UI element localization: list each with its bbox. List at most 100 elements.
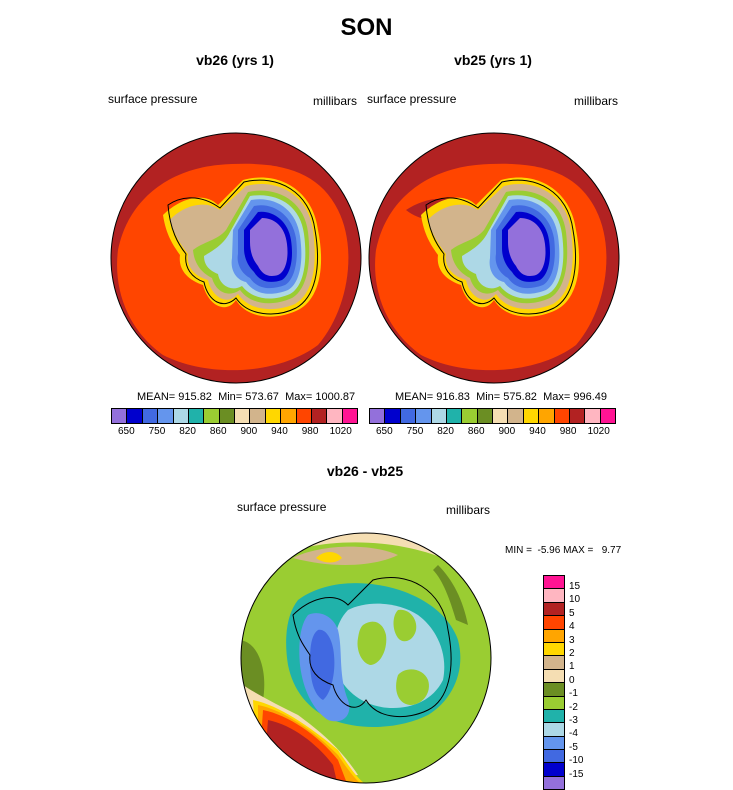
colorbar-tick-label: 1020: [329, 426, 352, 437]
colorbar-tick-label: 10: [569, 594, 581, 606]
diff-variable-label: surface pressure: [237, 500, 327, 514]
colorbar-swatch: [544, 576, 564, 590]
colorbar-swatch: [477, 409, 493, 423]
colorbar-tick-label: 980: [559, 426, 577, 437]
colorbar-swatch: [554, 409, 570, 423]
panel1-variable-label: surface pressure: [108, 92, 198, 106]
figure-title: SON: [340, 14, 393, 41]
diff-polar-map: [240, 532, 492, 784]
colorbar-tick-label: 2: [569, 648, 575, 659]
colorbar-swatch: [173, 409, 189, 423]
colorbar-tick-label: 940: [529, 426, 546, 437]
panel2-stats: MEAN= 916.83 Min= 575.82 Max= 996.49: [395, 391, 607, 403]
colorbar-tick-label: 1020: [587, 426, 610, 437]
colorbar-swatch: [544, 656, 564, 670]
colorbar-tick-label: 4: [569, 621, 575, 633]
colorbar-tick-label: 1: [569, 661, 575, 673]
colorbar-swatch: [400, 409, 417, 423]
colorbar-tick-label: -1: [569, 688, 578, 700]
colorbar-tick-label: -5: [569, 741, 578, 753]
colorbar-swatch: [188, 409, 205, 423]
colorbar-tick-label: -15: [569, 768, 584, 780]
colorbar-tick-label: 820: [437, 426, 454, 437]
panel1-mean: 915.82: [178, 391, 212, 403]
panel1-stats: MEAN= 915.82 Min= 573.67 Max= 1000.87: [137, 391, 356, 403]
diff-colorbar: [543, 575, 565, 790]
panel2-min: 575.82: [503, 391, 537, 403]
colorbar-swatch: [544, 776, 564, 790]
colorbar-tick-label: 860: [467, 426, 485, 437]
colorbar-swatch: [544, 642, 564, 657]
colorbar-swatch: [539, 409, 555, 423]
colorbar-swatch: [544, 602, 564, 617]
colorbar-swatch: [112, 409, 128, 423]
panel2-units-label: millibars: [574, 94, 619, 108]
colorbar-swatch: [235, 409, 251, 423]
colorbar-tick-label: 650: [117, 426, 135, 437]
panel1-colorbar: [111, 408, 358, 424]
colorbar-tick-label: 15: [569, 581, 581, 592]
colorbar-swatch: [544, 683, 564, 697]
colorbar-swatch: [600, 409, 615, 423]
colorbar-tick-label: 940: [271, 426, 288, 437]
colorbar-swatch: [311, 409, 328, 423]
colorbar-swatch: [493, 409, 509, 423]
colorbar-swatch: [431, 409, 447, 423]
colorbar-swatch: [446, 409, 463, 423]
panel1-max: 1000.87: [315, 391, 356, 403]
panel2-title: vb25 (yrs 1): [454, 52, 532, 68]
colorbar-tick-label: 900: [240, 426, 258, 437]
panel2-polar-map: [368, 132, 620, 384]
panel1-polar-map: [110, 132, 362, 384]
colorbar-tick-label: 5: [569, 607, 575, 619]
panel2-mean: 916.83: [436, 391, 470, 403]
colorbar-tick-label: 650: [375, 426, 393, 437]
colorbar-swatch: [508, 409, 524, 423]
colorbar-swatch: [342, 409, 357, 423]
colorbar-swatch: [296, 409, 312, 423]
colorbar-swatch: [523, 409, 540, 423]
colorbar-swatch: [544, 696, 564, 710]
colorbar-swatch: [544, 629, 564, 643]
colorbar-swatch: [281, 409, 297, 423]
diff-minmax: MIN = -5.96 MAX = 9.77: [505, 545, 622, 556]
panel1-min: 573.67: [245, 391, 279, 403]
colorbar-swatch: [327, 409, 343, 423]
colorbar-swatch: [544, 763, 564, 777]
colorbar-tick-label: 750: [148, 426, 166, 437]
colorbar-swatch: [544, 616, 564, 630]
panel2-colorbar-ticks: 650 750 820 860 900 940 980 1020: [369, 426, 614, 440]
panel1-title: vb26 (yrs 1): [196, 52, 274, 68]
diff-units-label: millibars: [446, 503, 491, 517]
colorbar-swatch: [265, 409, 282, 423]
panel2-variable-label: surface pressure: [367, 92, 457, 106]
diff-title: vb26 - vb25: [326, 463, 404, 479]
colorbar-swatch: [544, 723, 564, 737]
colorbar-tick-label: 0: [569, 674, 575, 686]
colorbar-tick-label: -4: [569, 728, 578, 740]
colorbar-tick-label: -2: [569, 701, 578, 713]
colorbar-tick-label: 900: [498, 426, 516, 437]
colorbar-tick-label: 750: [406, 426, 424, 437]
colorbar-swatch: [462, 409, 478, 423]
colorbar-swatch: [250, 409, 266, 423]
colorbar-swatch: [158, 409, 174, 423]
colorbar-swatch: [544, 669, 564, 684]
colorbar-swatch: [544, 589, 564, 603]
panel2-max: 996.49: [573, 391, 607, 403]
colorbar-tick-label: 980: [301, 426, 319, 437]
colorbar-swatch: [370, 409, 386, 423]
colorbar-swatch: [204, 409, 220, 423]
colorbar-swatch: [385, 409, 401, 423]
colorbar-swatch: [569, 409, 586, 423]
colorbar-swatch: [416, 409, 432, 423]
colorbar-swatch: [544, 750, 564, 764]
panel1-units-label: millibars: [313, 94, 358, 108]
colorbar-tick-label: 3: [569, 634, 575, 646]
colorbar-tick-label: -10: [569, 755, 584, 767]
colorbar-tick-label: 860: [209, 426, 227, 437]
colorbar-swatch: [544, 736, 564, 751]
colorbar-swatch: [127, 409, 143, 423]
panel1-colorbar-ticks: 650 750 820 860 900 940 980 1020: [111, 426, 356, 440]
panel2-colorbar: [369, 408, 616, 424]
